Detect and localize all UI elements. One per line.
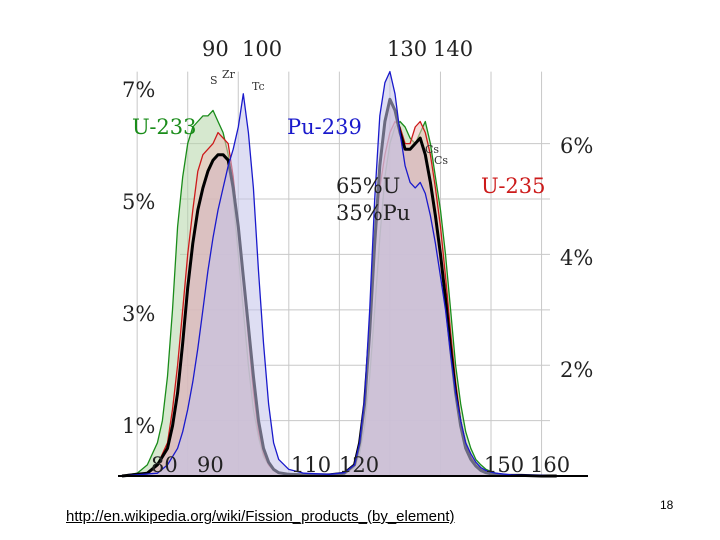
element-label: Cs <box>425 143 439 156</box>
u233-label: U-233 <box>132 115 197 139</box>
x-top-label: 130 <box>387 37 427 61</box>
y-left-label: 1% <box>122 414 155 438</box>
x-tick-label: 80 <box>151 453 178 477</box>
x-tick-label: 90 <box>197 453 224 477</box>
series-annotations: U-233 Pu-239 65%U 35%Pu U-235 <box>132 115 546 225</box>
x-bottom-tick-labels: 80 90 110 120 150 160 <box>151 453 570 477</box>
x-tick-label: 160 <box>530 453 570 477</box>
y-right-label: 2% <box>560 358 593 382</box>
mix-label-line2: 35%Pu <box>336 201 410 225</box>
element-annotations: S Zr Tc Cs Cs <box>210 68 448 167</box>
x-top-tick-labels: 90 100 130 140 <box>202 37 473 61</box>
y-right-label: 4% <box>560 246 593 270</box>
series-area <box>122 71 557 476</box>
slide-number: 18 <box>660 498 674 512</box>
element-label: Zr <box>222 68 236 81</box>
y-left-labels: 7% 5% 3% 1% <box>122 78 155 438</box>
y-left-label: 5% <box>122 190 155 214</box>
y-right-labels: 6% 4% 2% <box>560 134 593 382</box>
element-label: S <box>210 74 218 87</box>
x-tick-label: 150 <box>484 453 524 477</box>
x-top-label: 140 <box>433 37 473 61</box>
element-label: Tc <box>252 80 265 93</box>
x-tick-label: 110 <box>291 453 331 477</box>
mix-label-line1: 65%U <box>336 174 400 198</box>
series-line <box>121 70 557 477</box>
x-tick-label: 120 <box>339 453 379 477</box>
u235-label: U-235 <box>481 174 546 198</box>
x-top-label: 100 <box>242 37 282 61</box>
y-right-label: 6% <box>560 134 593 158</box>
y-left-label: 7% <box>122 78 155 102</box>
element-label: Cs <box>434 154 448 167</box>
y-left-label: 3% <box>122 302 155 326</box>
series-layer <box>121 70 557 478</box>
source-link[interactable]: http://en.wikipedia.org/wiki/Fission_pro… <box>66 508 455 525</box>
fission-yield-chart: 80 90 110 120 150 160 90 100 130 140 7% … <box>118 37 593 478</box>
x-top-label: 90 <box>202 37 229 61</box>
pu239-label: Pu-239 <box>287 115 362 139</box>
